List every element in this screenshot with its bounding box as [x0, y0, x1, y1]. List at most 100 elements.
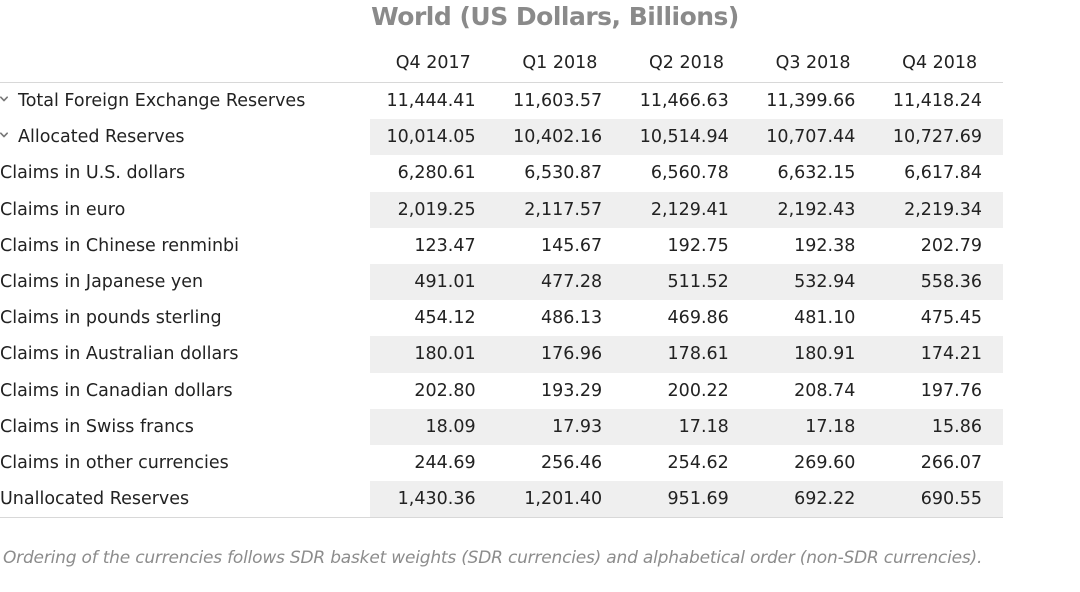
table-row[interactable]: Total Foreign Exchange Reserves 11,444.41… [0, 83, 1003, 120]
table-row: Claims in Australian dollars 180.01 176.96… [0, 336, 1003, 373]
row-label-cell: Claims in Chinese renminbi [0, 228, 370, 264]
table-row: Claims in Canadian dollars 202.80 193.29 20… [0, 373, 1003, 409]
value-cell: 266.07 [920, 452, 982, 473]
value-cell: 256.46 [540, 452, 603, 473]
header-label-cell [0, 44, 370, 83]
value-cell: 6,617.84 [904, 163, 982, 184]
value-cell: 192.38 [794, 235, 856, 256]
value-cell: 10,727.69 [876, 119, 1003, 156]
row-label: Claims in U.S. dollars [0, 163, 186, 184]
value-cell: 254.62 [667, 452, 729, 473]
row-label: Allocated Reserves [18, 127, 185, 148]
value-cell: 6,560.78 [650, 163, 729, 184]
value-cell: 15.86 [876, 408, 1003, 445]
chevron-down-icon[interactable] [0, 131, 8, 139]
row-label-cell: Claims in U.S. dollars [0, 155, 370, 191]
value-cell: 2,129.41 [623, 191, 750, 228]
row-label-cell: Total Foreign Exchange Reserves [0, 83, 370, 120]
value-cell: 477.28 [496, 263, 624, 301]
value-cell: 202.80 [414, 380, 476, 401]
value-cell: 469.86 [667, 308, 729, 329]
column-header[interactable]: Q1 2018 [496, 44, 624, 83]
row-label: Claims in pounds sterling [0, 308, 222, 329]
row-label-cell: Claims in Australian dollars [0, 336, 370, 372]
row-label: Claims in other currencies [0, 452, 229, 473]
value-cell: 2,192.43 [749, 191, 877, 228]
value-cell: 10,514.94 [623, 119, 750, 156]
value-cell: 6,530.87 [524, 163, 603, 184]
value-cell: 269.60 [794, 452, 856, 473]
value-cell: 951.69 [623, 481, 750, 519]
table-row: Claims in pounds sterling 454.12 486.13 469… [0, 300, 1003, 336]
value-cell: 1,430.36 [370, 481, 497, 519]
footnote: Ordering of the currencies follows SDR b… [3, 548, 983, 568]
value-cell: 244.69 [414, 452, 476, 473]
value-cell: 192.75 [667, 235, 729, 256]
table-row: Claims in Swiss francs 18.09 17.93 17.18 17.… [0, 408, 1003, 445]
value-cell: 208.74 [794, 380, 856, 401]
table-row: Claims in U.S. dollars 6,280.61 6,530.87 6,… [0, 155, 1003, 191]
value-cell: 200.22 [667, 380, 729, 401]
row-label-cell: Allocated Reserves [0, 119, 370, 155]
value-cell: 11,466.63 [639, 91, 729, 112]
row-label: Claims in Canadian dollars [0, 380, 233, 401]
value-cell: 17.18 [623, 408, 750, 445]
value-cell: 180.01 [370, 336, 497, 373]
table-row[interactable]: Allocated Reserves 10,014.05 10,402.16 10,5… [0, 119, 1003, 156]
value-cell: 692.22 [749, 481, 877, 519]
row-label-cell: Claims in other currencies [0, 445, 370, 481]
header-row: Q4 2017 Q1 2018 Q2 2018 Q3 2018 Q4 2018 [0, 44, 1003, 83]
value-cell: 11,444.41 [386, 91, 476, 112]
value-cell: 11,399.66 [766, 91, 856, 112]
row-label-cell: Claims in euro [0, 192, 370, 228]
value-cell: 481.10 [794, 308, 856, 329]
value-cell: 174.21 [876, 336, 1003, 373]
reserves-table: Q4 2017 Q1 2018 Q2 2018 Q3 2018 Q4 2018 … [0, 44, 1003, 519]
column-header[interactable]: Q4 2017 [370, 44, 497, 83]
table-row: Claims in euro 2,019.25 2,117.57 2,129.41 2,… [0, 191, 1003, 228]
value-cell: 17.18 [749, 408, 877, 445]
value-cell: 2,117.57 [496, 191, 624, 228]
row-label: Total Foreign Exchange Reserves [18, 91, 306, 112]
row-label-cell: Unallocated Reserves [0, 481, 370, 519]
row-label: Claims in Australian dollars [0, 344, 239, 365]
value-cell: 145.67 [540, 235, 603, 256]
value-cell: 6,632.15 [777, 163, 856, 184]
chevron-down-icon[interactable] [0, 95, 8, 103]
row-label-cell: Claims in Japanese yen [0, 264, 370, 300]
value-cell: 10,402.16 [496, 119, 624, 156]
value-cell: 11,603.57 [513, 91, 603, 112]
row-label: Claims in euro [0, 199, 126, 220]
value-cell: 11,418.24 [892, 91, 982, 112]
value-cell: 511.52 [623, 263, 750, 301]
value-cell: 202.79 [920, 235, 982, 256]
value-cell: 178.61 [623, 336, 750, 373]
table-body: Total Foreign Exchange Reserves 11,444.41… [0, 83, 1003, 519]
row-label: Claims in Japanese yen [0, 272, 204, 293]
value-cell: 180.91 [749, 336, 877, 373]
value-cell: 486.13 [540, 308, 603, 329]
value-cell: 690.55 [876, 481, 1003, 519]
row-label: Claims in Swiss francs [0, 416, 194, 437]
column-header[interactable]: Q4 2018 [876, 44, 1003, 83]
value-cell: 491.01 [370, 263, 497, 301]
value-cell: 10,707.44 [749, 119, 877, 156]
value-cell: 475.45 [920, 308, 982, 329]
table-row: Claims in other currencies 244.69 256.46 25… [0, 445, 1003, 481]
row-label: Unallocated Reserves [0, 489, 190, 510]
value-cell: 532.94 [749, 263, 877, 301]
value-cell: 10,014.05 [370, 119, 497, 156]
table-row: Unallocated Reserves 1,430.36 1,201.40 951.… [0, 481, 1003, 519]
row-label-cell: Claims in Canadian dollars [0, 373, 370, 409]
value-cell: 558.36 [876, 263, 1003, 301]
value-cell: 193.29 [540, 380, 603, 401]
row-label-cell: Claims in pounds sterling [0, 300, 370, 336]
table-row: Claims in Japanese yen 491.01 477.28 511.52… [0, 263, 1003, 301]
value-cell: 197.76 [920, 380, 982, 401]
table-title: World (US Dollars, Billions) [371, 2, 739, 31]
value-cell: 123.47 [414, 235, 476, 256]
table-row: Claims in Chinese renminbi 123.47 145.67 19… [0, 228, 1003, 264]
value-cell: 2,019.25 [370, 191, 497, 228]
column-header[interactable]: Q3 2018 [749, 44, 877, 83]
column-header[interactable]: Q2 2018 [623, 44, 750, 83]
